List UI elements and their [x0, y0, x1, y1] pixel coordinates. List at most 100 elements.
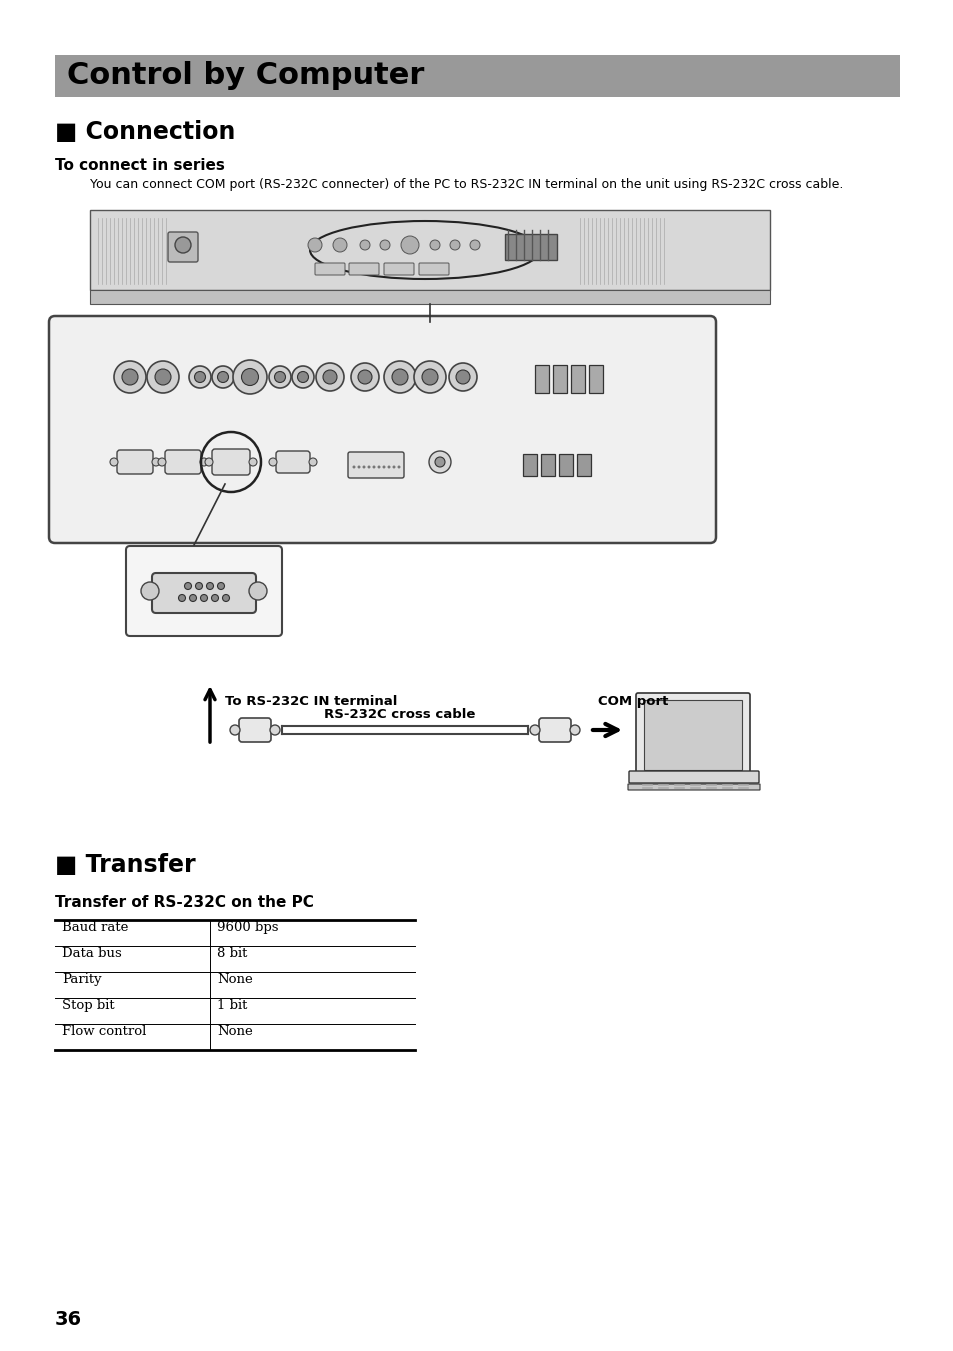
Circle shape: [122, 369, 138, 385]
Circle shape: [352, 466, 355, 469]
Circle shape: [174, 236, 191, 253]
Circle shape: [205, 458, 213, 466]
FancyBboxPatch shape: [418, 263, 449, 276]
Circle shape: [154, 369, 171, 385]
Circle shape: [530, 725, 539, 735]
Text: 1 bit: 1 bit: [216, 1000, 247, 1012]
Circle shape: [384, 361, 416, 393]
Circle shape: [429, 451, 451, 473]
Bar: [571, 365, 584, 393]
Circle shape: [184, 582, 192, 589]
Circle shape: [449, 363, 476, 390]
Bar: [643, 700, 741, 770]
Circle shape: [400, 236, 418, 254]
Circle shape: [217, 582, 224, 589]
Text: None: None: [216, 973, 253, 986]
Text: RS-232C cross cable: RS-232C cross cable: [324, 708, 476, 721]
Circle shape: [195, 582, 202, 589]
Text: Parity: Parity: [62, 973, 102, 986]
FancyBboxPatch shape: [384, 263, 414, 276]
Circle shape: [372, 466, 375, 469]
Circle shape: [421, 369, 437, 385]
Circle shape: [270, 725, 280, 735]
FancyBboxPatch shape: [627, 784, 760, 790]
Circle shape: [113, 361, 146, 393]
Circle shape: [269, 458, 276, 466]
Circle shape: [309, 458, 316, 466]
Text: 36: 36: [55, 1310, 82, 1329]
Bar: [577, 454, 590, 476]
Text: COM port: COM port: [598, 694, 668, 708]
Circle shape: [110, 458, 118, 466]
Text: Data bus: Data bus: [62, 947, 122, 961]
Circle shape: [351, 363, 378, 390]
Bar: [540, 454, 555, 476]
Text: Flow control: Flow control: [62, 1025, 146, 1039]
Circle shape: [323, 370, 336, 384]
Circle shape: [147, 361, 179, 393]
Circle shape: [357, 466, 360, 469]
Circle shape: [569, 725, 579, 735]
Bar: [588, 365, 602, 393]
Circle shape: [200, 594, 208, 601]
Circle shape: [190, 594, 196, 601]
Text: To RS-232C IN terminal: To RS-232C IN terminal: [225, 694, 397, 708]
Bar: [522, 454, 537, 476]
FancyBboxPatch shape: [628, 771, 759, 784]
Bar: [90, 209, 769, 290]
Text: Transfer of RS-232C on the PC: Transfer of RS-232C on the PC: [55, 894, 314, 911]
Circle shape: [241, 369, 258, 385]
Circle shape: [141, 582, 159, 600]
FancyBboxPatch shape: [348, 453, 403, 478]
Bar: [504, 234, 557, 259]
FancyBboxPatch shape: [275, 451, 310, 473]
Bar: [55, 55, 899, 97]
FancyBboxPatch shape: [314, 263, 345, 276]
Text: 8 bit: 8 bit: [216, 947, 247, 961]
Circle shape: [359, 240, 370, 250]
Circle shape: [435, 457, 444, 467]
Circle shape: [297, 372, 308, 382]
Circle shape: [249, 458, 256, 466]
Bar: [90, 290, 769, 304]
Circle shape: [194, 372, 205, 382]
FancyBboxPatch shape: [239, 717, 271, 742]
FancyBboxPatch shape: [168, 232, 198, 262]
Text: ■ Transfer: ■ Transfer: [55, 852, 195, 877]
Circle shape: [158, 458, 166, 466]
Circle shape: [357, 370, 372, 384]
Circle shape: [178, 594, 185, 601]
Bar: [553, 365, 566, 393]
Circle shape: [387, 466, 390, 469]
Bar: [558, 454, 573, 476]
Circle shape: [212, 366, 233, 388]
Circle shape: [292, 366, 314, 388]
Circle shape: [377, 466, 380, 469]
Text: Stop bit: Stop bit: [62, 1000, 114, 1012]
Circle shape: [392, 466, 395, 469]
Text: None: None: [216, 1025, 253, 1039]
Circle shape: [430, 240, 439, 250]
Text: To connect in series: To connect in series: [55, 158, 225, 173]
FancyBboxPatch shape: [349, 263, 378, 276]
FancyBboxPatch shape: [538, 717, 571, 742]
Circle shape: [450, 240, 459, 250]
Circle shape: [233, 359, 267, 394]
Circle shape: [230, 725, 240, 735]
Circle shape: [222, 594, 230, 601]
FancyBboxPatch shape: [152, 573, 255, 613]
Text: You can connect COM port (RS-232C connecter) of the PC to RS-232C IN terminal on: You can connect COM port (RS-232C connec…: [90, 178, 842, 190]
FancyBboxPatch shape: [165, 450, 201, 474]
FancyBboxPatch shape: [636, 693, 749, 777]
Circle shape: [392, 369, 408, 385]
Circle shape: [200, 458, 208, 466]
Circle shape: [333, 238, 347, 253]
Text: ■ Connection: ■ Connection: [55, 120, 235, 145]
Circle shape: [379, 240, 390, 250]
Bar: [535, 365, 548, 393]
Circle shape: [217, 372, 229, 382]
FancyBboxPatch shape: [49, 316, 716, 543]
FancyBboxPatch shape: [126, 546, 282, 636]
Circle shape: [152, 458, 160, 466]
Circle shape: [308, 238, 322, 253]
